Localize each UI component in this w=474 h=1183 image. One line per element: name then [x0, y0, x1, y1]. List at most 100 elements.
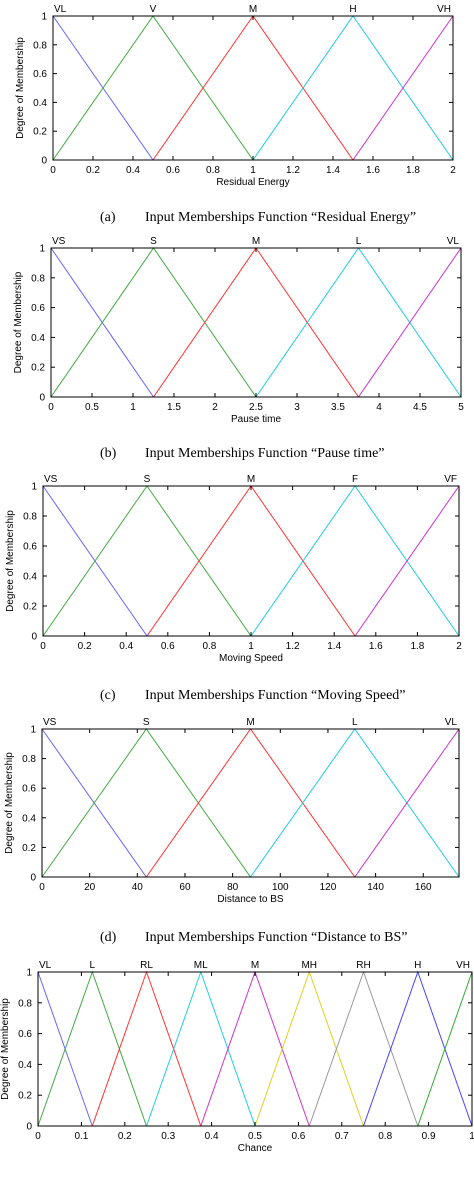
x-tick-label: 0.5 [85, 402, 99, 413]
mf-label-f: F [352, 474, 358, 485]
y-tick-label: 0.6 [31, 303, 45, 314]
x-tick-label: 0 [40, 641, 46, 652]
mf-label-s: S [143, 717, 150, 728]
mf-label-vl: VL [447, 236, 460, 247]
x-tick-label: 0.6 [161, 641, 175, 652]
mf-label-l: L [356, 236, 362, 247]
x-tick-label: 60 [179, 882, 191, 893]
series-line-l [51, 247, 462, 398]
x-tick-label: 0 [39, 882, 45, 893]
caption-id: (a) [100, 210, 116, 225]
mf-label-rl: RL [140, 960, 153, 971]
y-tick-label: 0.8 [23, 512, 37, 523]
mf-label-s: S [144, 474, 151, 485]
y-tick-label: 0.4 [18, 1060, 32, 1071]
mf-label-vs: VS [44, 474, 58, 485]
y-tick-label: 0.6 [33, 69, 47, 80]
y-tick-label: 0.2 [31, 363, 45, 374]
x-tick-label: 2.5 [249, 402, 263, 413]
chart-panel-5: 0 0.1 0.2 0.3 0.4 0.5 0.6 0.7 0.8 0.9 1 0 0.2 0.4 0.6 0… [0, 960, 474, 1154]
y-axis-title: Degree of Membership [15, 37, 26, 139]
x-tick-label: 0.8 [206, 165, 220, 176]
y-tick-label: 0.8 [22, 754, 36, 765]
x-tick-label: 3 [294, 402, 300, 413]
mf-label-mh: MH [301, 960, 317, 971]
x-tick-label: 0.3 [161, 1131, 175, 1142]
series-line-m [43, 485, 459, 637]
y-tick-label: 0.2 [33, 127, 47, 138]
series-line-s [50, 247, 461, 398]
caption-text: Input Memberships Function “Residual Ene… [145, 210, 416, 225]
axes-frame [52, 15, 454, 161]
x-tick-label: 2 [456, 641, 462, 652]
y-axis-title: Degree of Membership [0, 998, 11, 1100]
x-tick-label: 1.4 [326, 165, 340, 176]
series-line-f [43, 485, 460, 637]
chart-panel-2: 0 0.5 1 1.5 2 2.5 3 3.5 4 4.5 5 0 0.2 0.4 0.6 0.8 1 VS S M L… [13, 236, 464, 461]
x-tick-label: 0.8 [378, 1131, 392, 1142]
y-tick-label: 0.8 [33, 40, 47, 51]
x-axis-title: Chance [238, 1143, 273, 1154]
x-tick-label: 0.4 [205, 1131, 219, 1142]
mf-label-h: H [414, 960, 421, 971]
series-line-vh [53, 15, 454, 161]
series-line-vl [51, 247, 462, 398]
mf-label-m: M [249, 4, 257, 15]
x-tick-label: 1.6 [369, 641, 383, 652]
y-tick-label: 0.4 [23, 572, 37, 583]
y-tick-label: 0.6 [23, 542, 37, 553]
series-line-v [52, 15, 453, 161]
x-tick-label: 1 [130, 402, 136, 413]
x-tick-label: 1.2 [286, 165, 300, 176]
axes-frame [41, 728, 460, 878]
x-tick-label: 0.2 [86, 165, 100, 176]
x-tick-label: 1 [248, 641, 254, 652]
x-tick-label: 0.5 [248, 1131, 262, 1142]
y-tick-label: 0.2 [23, 602, 37, 613]
y-tick-label: 0.6 [22, 784, 36, 795]
series-line-vl [52, 15, 453, 161]
caption-id: (c) [100, 688, 116, 703]
chart-panel-4: 0 20 40 60 80 100 120 140 160 0 0.2 0.4 0.6 0.8 1 VS S M L… [4, 717, 460, 945]
x-tick-label: 160 [415, 882, 432, 893]
series-line-vs [50, 247, 461, 398]
y-tick-label: 0.2 [18, 1091, 32, 1102]
mf-label-vl: VL [54, 4, 67, 15]
caption-id: (d) [100, 930, 117, 945]
x-axis-title: Moving Speed [219, 653, 283, 664]
mf-label-h: H [349, 4, 356, 15]
axes-frame [42, 485, 460, 637]
x-tick-label: 4 [376, 402, 382, 413]
y-axis-title: Degree of Membership [13, 271, 24, 373]
y-tick-label: 1 [26, 968, 32, 979]
series-line-vs [41, 728, 459, 878]
x-tick-label: 20 [84, 882, 96, 893]
x-tick-label: 1.4 [327, 641, 341, 652]
series-line-vs [42, 485, 459, 637]
chart-panel-3: 0 0.2 0.4 0.6 0.8 1 1.2 1.4 1.6 1.8 2 0 0.2 0.4 0.6 0.8… [5, 474, 462, 703]
mf-label-m: M [252, 236, 260, 247]
y-tick-label: 0 [26, 1122, 32, 1133]
x-axis-title: Pause time [231, 414, 281, 425]
x-tick-label: 1 [469, 1131, 474, 1142]
series-line-vf [43, 485, 460, 637]
y-tick-label: 0.2 [22, 843, 36, 854]
mf-label-vl: VL [445, 717, 458, 728]
y-tick-label: 0.4 [31, 333, 45, 344]
x-tick-label: 0.1 [74, 1131, 88, 1142]
y-axis-title: Degree of Membership [4, 752, 15, 854]
x-tick-label: 0 [48, 402, 54, 413]
mf-label-rh: RH [356, 960, 370, 971]
x-tick-label: 2 [450, 165, 456, 176]
mf-label-m: M [246, 717, 254, 728]
y-tick-label: 0.6 [18, 1029, 32, 1040]
caption-text: Input Memberships Function “Moving Speed… [145, 688, 406, 703]
x-tick-label: 0.6 [166, 165, 180, 176]
caption-text: Input Memberships Function “Pause time” [145, 446, 385, 461]
series-line-m [38, 970, 472, 1127]
y-tick-label: 1 [39, 244, 45, 255]
mf-label-m: M [247, 474, 255, 485]
mf-label-l: L [89, 960, 95, 971]
y-tick-label: 0 [31, 632, 37, 643]
